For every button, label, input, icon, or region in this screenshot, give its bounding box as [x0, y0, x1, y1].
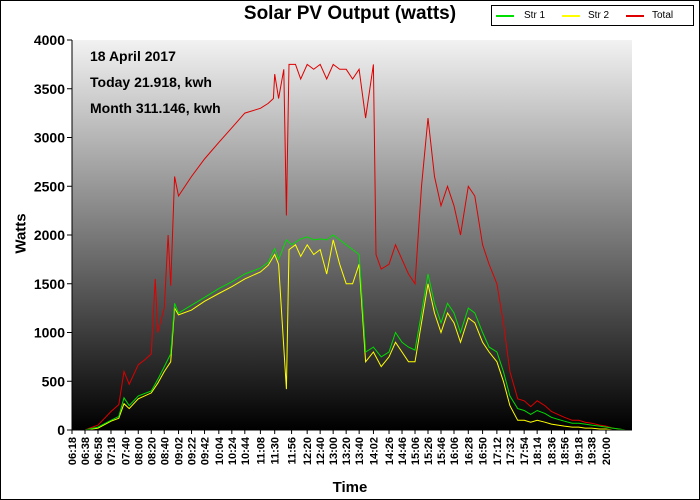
x-tick-label: 15:26 [423, 437, 435, 465]
x-tick-label: 10:44 [240, 436, 252, 465]
x-tick-label: 20:00 [601, 437, 613, 465]
legend: Str 1 Str 2 Total [491, 5, 694, 26]
x-tick-label: 06:58 [93, 437, 105, 465]
x-tick-label: 07:18 [106, 437, 118, 465]
x-tick-label: 16:06 [449, 437, 461, 465]
x-tick-label: 16:50 [478, 437, 490, 465]
x-tick-label: 18:56 [559, 437, 571, 465]
x-tick-label: 18:14 [532, 436, 544, 465]
annotation-today: Today 21.918, kwh [90, 74, 212, 90]
x-tick-label: 09:22 [187, 437, 199, 465]
x-tick-label: 12:20 [302, 437, 314, 465]
y-tick-label: 1000 [34, 325, 65, 341]
chart-title: Solar PV Output (watts) [243, 3, 457, 24]
y-tick-label: 500 [42, 373, 66, 389]
x-tick-label: 16:28 [463, 437, 475, 465]
x-tick-label: 08:40 [159, 437, 171, 465]
y-tick-label: 1500 [34, 276, 65, 292]
x-tick-label: 17:54 [519, 436, 531, 465]
y-tick-label: 0 [57, 422, 65, 438]
x-tick-label: 13:20 [341, 437, 353, 465]
series-line-total [72, 63, 632, 431]
x-tick-label: 17:32 [505, 437, 517, 465]
legend-swatch-str2 [562, 15, 580, 17]
x-tick-label: 10:04 [214, 436, 226, 465]
x-tick-label: 11:30 [270, 437, 282, 465]
y-tick-label: 2500 [34, 178, 65, 194]
x-tick-label: 08:00 [133, 437, 145, 465]
x-axis-label: Time [332, 479, 368, 496]
series-layer [72, 63, 632, 431]
x-tick-label: 15:06 [410, 437, 422, 465]
x-tick-label: 14:26 [384, 437, 396, 465]
x-tick-label: 11:56 [287, 437, 299, 465]
legend-label-str2: Str 2 [588, 10, 610, 21]
annotation-month: Month 311.146, kwh [90, 100, 221, 116]
x-tick-label: 08:20 [146, 437, 158, 465]
legend-swatch-str1 [496, 15, 514, 17]
x-tick-label: 19:18 [574, 437, 586, 465]
x-tick-label: 14:02 [368, 437, 380, 465]
series-line-str-2 [72, 239, 632, 431]
x-tick-label: 13:40 [354, 437, 366, 465]
x-tick-label: 06:18 [67, 437, 79, 465]
y-tick-label: 4000 [34, 32, 65, 48]
plot-area [72, 40, 632, 430]
y-tick-label: 2000 [34, 227, 65, 243]
series-line-str-1 [72, 234, 632, 431]
y-tick-label: 3000 [34, 130, 65, 146]
x-tick-label: 12:40 [315, 437, 327, 465]
x-tick-label: 18:36 [546, 437, 558, 465]
x-tick-label: 19:38 [587, 437, 599, 465]
x-tick-label: 06:38 [80, 437, 92, 465]
x-tick-label: 14:46 [397, 437, 409, 465]
y-ticks: 0 500 1000 1500 2000 2500 3000 3500 4000 [34, 32, 72, 438]
x-tick-label: 11:08 [255, 437, 267, 465]
x-tick-label: 09:42 [200, 437, 212, 465]
x-tick-label: 07:40 [120, 437, 132, 465]
annotation-date: 18 April 2017 [90, 48, 176, 64]
x-tick-label: 15:46 [436, 437, 448, 465]
legend-label-total: Total [652, 10, 674, 21]
legend-label-str1: Str 1 [524, 10, 546, 21]
y-tick-label: 3500 [34, 81, 65, 97]
x-tick-label: 09:02 [174, 437, 186, 465]
x-ticks: 06:18 06:38 06:58 07:18 07:40 08:00 08:20 08:40… [67, 430, 613, 465]
x-tick-label: 13:00 [328, 437, 340, 465]
x-tick-label: 17:12 [492, 437, 504, 465]
y-axis-label: Watts [12, 213, 30, 254]
x-tick-label: 10:24 [227, 436, 239, 465]
legend-swatch-total [626, 15, 644, 17]
